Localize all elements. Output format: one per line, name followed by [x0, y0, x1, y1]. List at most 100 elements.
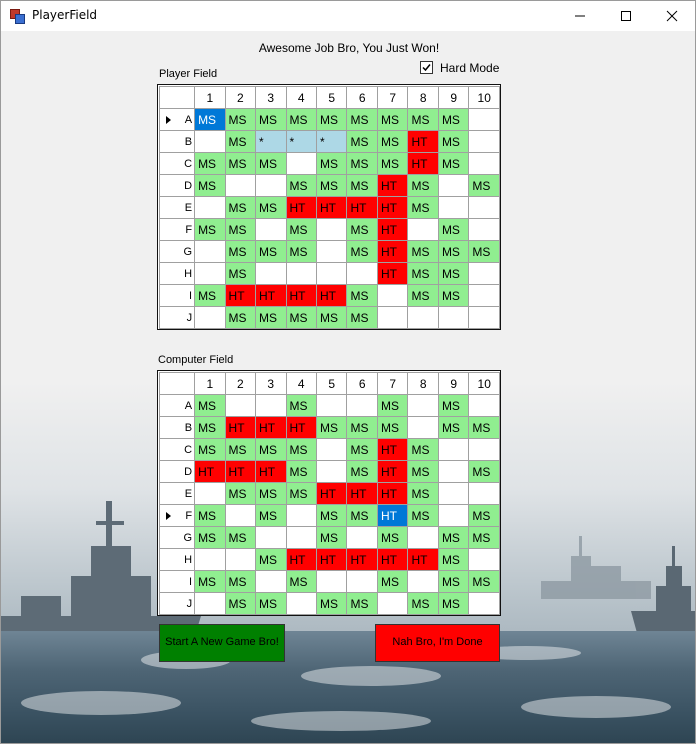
grid-cell[interactable]: HT — [376, 218, 409, 241]
grid-row[interactable]: C MS MS MS MS MS HT MS — [158, 438, 500, 461]
grid-cell[interactable]: HT — [376, 196, 409, 219]
grid-cell[interactable]: MS — [346, 438, 378, 461]
grid-cell[interactable] — [194, 548, 226, 571]
grid-cell[interactable]: MS — [315, 108, 348, 131]
row-header[interactable]: H — [158, 262, 196, 285]
grid-cell[interactable] — [376, 592, 409, 615]
grid-cell[interactable]: MS — [346, 174, 378, 197]
grid-cell[interactable] — [285, 152, 318, 175]
grid-cell[interactable] — [437, 174, 470, 197]
grid-cell[interactable]: MS — [376, 108, 409, 131]
grid-cell[interactable]: HT — [224, 284, 257, 307]
grid-cell[interactable] — [255, 570, 287, 593]
grid-cell[interactable] — [224, 394, 257, 417]
grid-row[interactable]: E MS MS HT HT HT HT MS — [158, 196, 500, 219]
grid-cell[interactable]: HT — [407, 548, 439, 571]
player-field-grid[interactable]: 1 2 3 4 5 6 7 8 9 10 A MS MS MS MS MS MS MS MS MS B MS * * * MS MS… — [157, 84, 501, 330]
grid-cell[interactable]: MS — [285, 108, 318, 131]
grid-cell[interactable]: MS — [194, 570, 226, 593]
grid-cell[interactable]: MS — [224, 306, 257, 329]
grid-cell[interactable]: HT — [376, 262, 409, 285]
grid-cell[interactable]: HT — [346, 482, 378, 505]
grid-cell[interactable]: MS — [346, 284, 378, 307]
grid-cell[interactable] — [194, 240, 226, 263]
grid-cell[interactable]: MS — [194, 218, 226, 241]
grid-cell[interactable] — [194, 262, 226, 285]
grid-cell[interactable]: MS — [194, 526, 226, 549]
grid-cell[interactable]: HT — [224, 416, 257, 439]
grid-cell[interactable]: MS — [255, 240, 287, 263]
grid-cell[interactable] — [255, 174, 287, 197]
grid-cell[interactable]: MS — [346, 306, 378, 329]
grid-cell[interactable]: MS — [285, 394, 318, 417]
grid-cell[interactable]: HT — [315, 548, 348, 571]
grid-cell[interactable]: MS — [194, 108, 226, 131]
grid-row[interactable]: J MS MS MS MS MS MS — [158, 592, 500, 615]
grid-cell[interactable]: MS — [437, 416, 470, 439]
grid-cell[interactable]: HT — [285, 196, 318, 219]
grid-cell[interactable]: MS — [224, 152, 257, 175]
grid-cell[interactable] — [407, 394, 439, 417]
grid-cell[interactable]: MS — [346, 416, 378, 439]
grid-cell[interactable]: MS — [224, 592, 257, 615]
grid-cell[interactable] — [437, 460, 470, 483]
grid-cell[interactable]: MS — [346, 240, 378, 263]
grid-cell[interactable]: HT — [255, 284, 287, 307]
grid-cell[interactable]: HT — [376, 482, 409, 505]
grid-cell[interactable]: MS — [255, 482, 287, 505]
grid-cell[interactable] — [224, 548, 257, 571]
grid-cell[interactable]: MS — [437, 548, 470, 571]
grid-cell[interactable] — [468, 548, 500, 571]
grid-cell[interactable]: MS — [346, 152, 378, 175]
grid-row[interactable]: F MS MS MS MS HT MS — [158, 218, 500, 241]
grid-cell[interactable]: MS — [224, 438, 257, 461]
grid-row[interactable]: I MS MS MS MS MS MS — [158, 570, 500, 593]
grid-cell[interactable] — [315, 460, 348, 483]
grid-cell[interactable]: HT — [407, 152, 439, 175]
row-header[interactable]: A — [158, 108, 196, 131]
grid-cell[interactable]: HT — [376, 174, 409, 197]
row-header[interactable]: G — [158, 526, 196, 549]
grid-cell[interactable] — [376, 284, 409, 307]
row-header[interactable]: F — [158, 504, 196, 527]
grid-cell[interactable]: HT — [255, 416, 287, 439]
grid-cell[interactable] — [468, 262, 500, 285]
grid-cell[interactable]: MS — [407, 592, 439, 615]
grid-cell[interactable]: MS — [346, 108, 378, 131]
row-header[interactable]: A — [158, 394, 196, 417]
grid-cell[interactable]: MS — [224, 570, 257, 593]
grid-row[interactable]: J MS MS MS MS MS — [158, 306, 500, 329]
grid-cell[interactable]: MS — [437, 592, 470, 615]
new-game-button[interactable]: Start A New Game Bro! — [159, 624, 285, 662]
grid-cell[interactable]: HT — [376, 438, 409, 461]
grid-cell[interactable]: HT — [376, 460, 409, 483]
grid-cell[interactable] — [407, 526, 439, 549]
grid-cell[interactable] — [437, 482, 470, 505]
grid-cell[interactable]: MS — [468, 416, 500, 439]
grid-cell[interactable] — [224, 504, 257, 527]
maximize-button[interactable] — [603, 1, 649, 31]
grid-cell[interactable]: HT — [194, 460, 226, 483]
grid-cell[interactable]: MS — [376, 416, 409, 439]
grid-cell[interactable]: MS — [407, 174, 439, 197]
grid-row[interactable]: G MS MS MS MS HT MS MS MS — [158, 240, 500, 263]
row-header[interactable]: I — [158, 284, 196, 307]
computer-field-grid[interactable]: 1 2 3 4 5 6 7 8 9 10 A MS MS MS MS B MS HT HT HT MS MS MS MS MS C… — [157, 370, 501, 616]
row-header[interactable]: I — [158, 570, 196, 593]
row-header[interactable]: E — [158, 482, 196, 505]
grid-cell[interactable]: MS — [255, 548, 287, 571]
grid-cell[interactable]: MS — [194, 284, 226, 307]
grid-row[interactable]: D MS MS MS MS HT MS MS — [158, 174, 500, 197]
grid-cell[interactable] — [468, 482, 500, 505]
grid-cell[interactable]: MS — [468, 460, 500, 483]
grid-cell[interactable]: MS — [376, 130, 409, 153]
row-header[interactable]: D — [158, 460, 196, 483]
grid-cell[interactable]: MS — [407, 196, 439, 219]
grid-cell[interactable]: MS — [437, 218, 470, 241]
grid-cell[interactable]: MS — [437, 130, 470, 153]
grid-cell[interactable]: MS — [194, 174, 226, 197]
grid-cell[interactable]: MS — [468, 570, 500, 593]
grid-cell[interactable] — [315, 394, 348, 417]
grid-cell[interactable]: MS — [376, 570, 409, 593]
grid-cell[interactable]: MS — [255, 504, 287, 527]
